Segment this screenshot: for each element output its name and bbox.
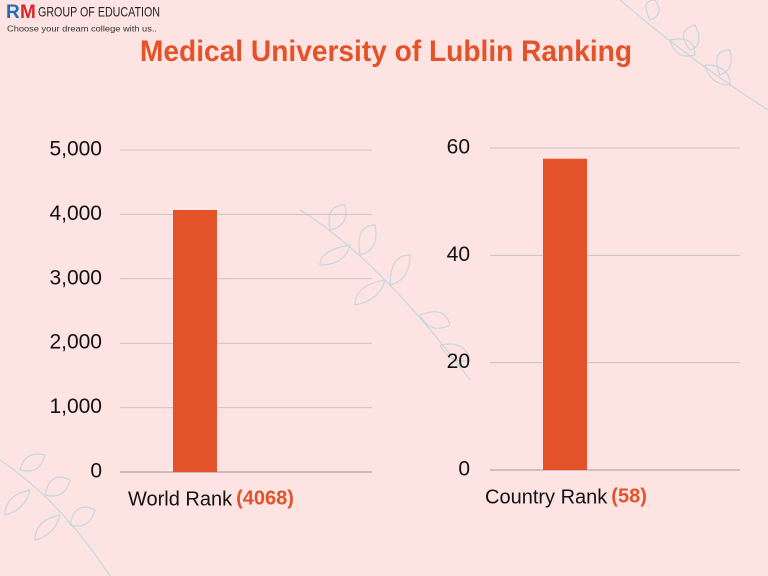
- y-tick-label: 0: [90, 460, 102, 483]
- y-tick-label: 20: [447, 350, 470, 373]
- x-category-label: Country Rank: [485, 486, 608, 508]
- x-category-label: World Rank: [128, 488, 233, 510]
- bar: [543, 158, 587, 470]
- bar: [173, 210, 217, 472]
- y-tick-label: 60: [447, 136, 470, 159]
- y-tick-label: 1,000: [49, 395, 102, 418]
- page-title: Medical University of Lublin Ranking: [140, 35, 632, 68]
- y-tick-label: 40: [447, 243, 470, 266]
- logo-name: GROUP OF EDUCATION: [38, 4, 160, 20]
- logo-r: R: [6, 2, 20, 23]
- y-tick-label: 2,000: [49, 331, 102, 354]
- y-tick-label: 4,000: [49, 202, 102, 225]
- logo: R M GROUP OF EDUCATION Choose your dream…: [6, 2, 160, 33]
- logo-m: M: [20, 2, 36, 23]
- value-label: (4068): [236, 487, 294, 509]
- y-tick-label: 0: [458, 458, 470, 481]
- y-tick-label: 5,000: [49, 138, 102, 161]
- value-label: (58): [611, 485, 647, 507]
- y-tick-label: 3,000: [49, 266, 102, 289]
- logo-tagline: Choose your dream college with us..: [7, 23, 157, 33]
